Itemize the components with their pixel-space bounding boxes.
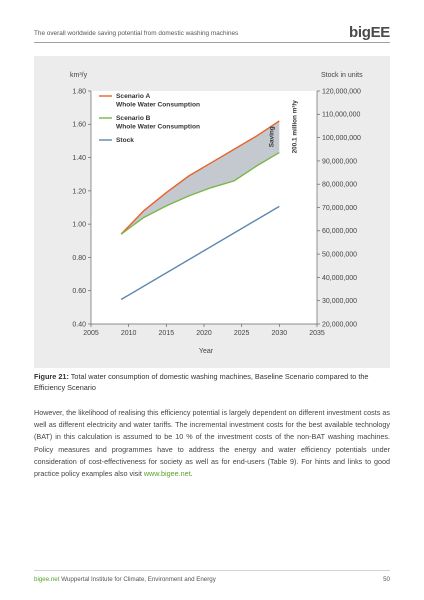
legend-label: Whole Water Consumption: [116, 102, 200, 109]
header-title: The overall worldwide saving potential f…: [34, 30, 239, 37]
paragraph-end: .: [190, 469, 193, 479]
legend-label: Stock: [116, 137, 134, 144]
water-consumption-chart: 0.40 0.60 0.80 1.00 1.20 1.40 1.60 1.80 20,000,0…: [70, 72, 363, 355]
legend-label: Scenario B: [116, 115, 151, 122]
x-tick-label: 2035: [309, 330, 325, 337]
left-tick-label: 1.40: [72, 155, 86, 162]
plot-area: [91, 91, 317, 324]
figure-caption: Figure 21: Total water consumption of do…: [34, 371, 390, 393]
right-tick-label: 30,000,000: [322, 298, 357, 305]
header-rule: [34, 42, 390, 43]
series-line-1: [120, 120, 280, 235]
saving-value: 200.1 million m³/y: [291, 100, 298, 154]
figure-panel: 0.40 0.60 0.80 1.00 1.20 1.40 1.60 1.80 20,000,0…: [34, 56, 390, 368]
bigee-link[interactable]: www.bigee.net: [143, 469, 191, 479]
series-line-3: [120, 205, 280, 301]
right-tick-label: 90,000,000: [322, 158, 357, 165]
right-tick-label: 50,000,000: [322, 252, 357, 259]
x-tick-label: 2005: [83, 330, 99, 337]
page-header: The overall worldwide saving potential f…: [34, 24, 390, 44]
right-tick-label: 60,000,000: [322, 228, 357, 235]
x-tick-label: 2025: [234, 330, 250, 337]
right-tick-label: 100,000,000: [322, 135, 361, 142]
right-tick-label: 70,000,000: [322, 205, 357, 212]
x-tick-label: 2020: [196, 330, 212, 337]
left-tick-label: 0.40: [72, 321, 86, 328]
x-tick-label: 2015: [159, 330, 175, 337]
series-line-2: [120, 151, 280, 235]
right-tick-label: 20,000,000: [322, 321, 357, 328]
left-tick-label: 0.80: [72, 255, 86, 262]
right-axis-unit: Stock in units: [321, 72, 363, 79]
x-tick-label: 2010: [121, 330, 137, 337]
footer-link[interactable]: bigee.net: [34, 576, 60, 583]
left-axis-unit: km³/y: [70, 72, 88, 79]
left-tick-label: 1.20: [72, 188, 86, 195]
left-tick-label: 1.00: [72, 222, 86, 229]
footer-rule: [34, 570, 390, 571]
caption-label: Figure 21:: [34, 372, 69, 381]
left-tick-label: 1.60: [72, 122, 86, 129]
right-tick-label: 110,000,000: [322, 112, 361, 119]
right-tick-label: 120,000,000: [322, 88, 361, 95]
left-tick-label: 0.60: [72, 288, 86, 295]
left-tick-label: 1.80: [72, 88, 86, 95]
x-axis-label: Year: [199, 348, 214, 355]
right-tick-label: 80,000,000: [322, 182, 357, 189]
bigee-logo: bigEE: [348, 24, 390, 41]
footer-text: Wuppertal Institute for Climate, Environ…: [59, 576, 216, 583]
right-tick-label: 40,000,000: [322, 275, 357, 282]
x-tick-label: 2030: [272, 330, 288, 337]
paragraph-text: However, the likelihood of realising thi…: [34, 408, 390, 479]
legend-label: Scenario A: [116, 93, 150, 100]
saving-label: Saving: [268, 126, 275, 147]
page-footer: bigee.net Wuppertal Institute for Climat…: [34, 576, 390, 583]
legend-label: Whole Water Consumption: [116, 124, 200, 131]
caption-text: Total water consumption of domestic wash…: [34, 372, 369, 392]
page-number: 50: [383, 576, 390, 583]
body-paragraph: However, the likelihood of realising thi…: [34, 407, 390, 480]
saving-area: [121, 120, 280, 235]
